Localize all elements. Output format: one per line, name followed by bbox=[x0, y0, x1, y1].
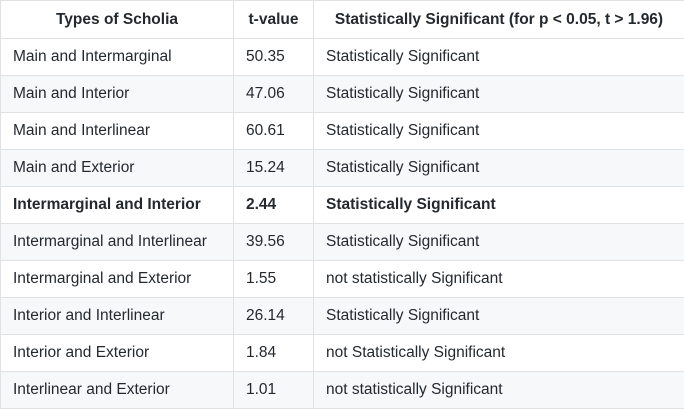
cell-scholia-type: Main and Interior bbox=[0, 75, 234, 113]
table-row: Intermarginal and Interlinear 39.56 Stat… bbox=[0, 223, 684, 261]
cell-significance: not statistically Significant bbox=[313, 260, 684, 298]
cell-significance: not Statistically Significant bbox=[313, 334, 684, 372]
cell-significance: Statistically Significant bbox=[313, 75, 684, 113]
cell-significance: Statistically Significant bbox=[313, 186, 684, 224]
table-row: Main and Exterior 15.24 Statistically Si… bbox=[0, 149, 684, 187]
cell-t-value: 26.14 bbox=[233, 297, 314, 335]
cell-scholia-type: Intermarginal and Interlinear bbox=[0, 223, 234, 261]
table-row-highlighted: Intermarginal and Interior 2.44 Statisti… bbox=[0, 186, 684, 224]
cell-significance: Statistically Significant bbox=[313, 297, 684, 335]
header-types-of-scholia: Types of Scholia bbox=[0, 0, 234, 39]
cell-scholia-type: Main and Interlinear bbox=[0, 112, 234, 150]
cell-t-value: 39.56 bbox=[233, 223, 314, 261]
cell-significance: Statistically Significant bbox=[313, 38, 684, 76]
cell-scholia-type: Interior and Interlinear bbox=[0, 297, 234, 335]
table-body: Main and Intermarginal 50.35 Statistical… bbox=[0, 38, 684, 409]
cell-t-value: 1.55 bbox=[233, 260, 314, 298]
cell-scholia-type: Intermarginal and Exterior bbox=[0, 260, 234, 298]
cell-t-value: 2.44 bbox=[233, 186, 314, 224]
cell-t-value: 50.35 bbox=[233, 38, 314, 76]
cell-t-value: 15.24 bbox=[233, 149, 314, 187]
table-row: Main and Interlinear 60.61 Statistically… bbox=[0, 112, 684, 150]
table-row: Interior and Exterior 1.84 not Statistic… bbox=[0, 334, 684, 372]
cell-t-value: 1.01 bbox=[233, 371, 314, 409]
table-row: Intermarginal and Exterior 1.55 not stat… bbox=[0, 260, 684, 298]
cell-t-value: 47.06 bbox=[233, 75, 314, 113]
table-row: Interior and Interlinear 26.14 Statistic… bbox=[0, 297, 684, 335]
cell-significance: Statistically Significant bbox=[313, 149, 684, 187]
cell-scholia-type: Interlinear and Exterior bbox=[0, 371, 234, 409]
cell-t-value: 1.84 bbox=[233, 334, 314, 372]
cell-scholia-type: Intermarginal and Interior bbox=[0, 186, 234, 224]
table-row: Main and Interior 47.06 Statistically Si… bbox=[0, 75, 684, 113]
cell-significance: not statistically Significant bbox=[313, 371, 684, 409]
table-row: Main and Intermarginal 50.35 Statistical… bbox=[0, 38, 684, 76]
table-header: Types of Scholia t-value Statistically S… bbox=[0, 0, 684, 39]
cell-significance: Statistically Significant bbox=[313, 223, 684, 261]
table-row: Interlinear and Exterior 1.01 not statis… bbox=[0, 371, 684, 409]
header-statistically-significant: Statistically Significant (for p < 0.05,… bbox=[313, 0, 684, 39]
cell-scholia-type: Main and Exterior bbox=[0, 149, 234, 187]
cell-scholia-type: Main and Intermarginal bbox=[0, 38, 234, 76]
cell-t-value: 60.61 bbox=[233, 112, 314, 150]
header-row: Types of Scholia t-value Statistically S… bbox=[0, 0, 684, 39]
cell-significance: Statistically Significant bbox=[313, 112, 684, 150]
header-t-value: t-value bbox=[233, 0, 314, 39]
cell-scholia-type: Interior and Exterior bbox=[0, 334, 234, 372]
